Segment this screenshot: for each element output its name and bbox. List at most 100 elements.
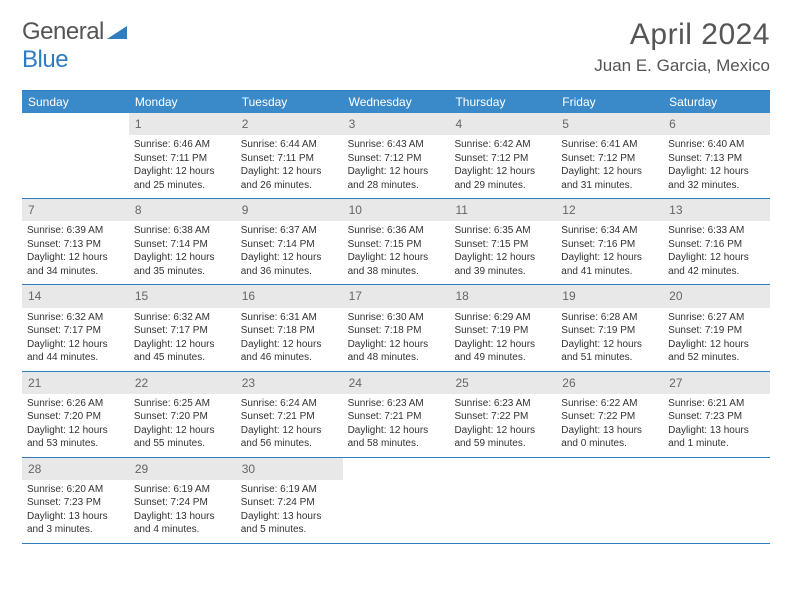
day-cell: 24Sunrise: 6:23 AMSunset: 7:21 PMDayligh… [343,372,450,457]
day-number: 18 [449,285,556,307]
day-number: 26 [556,372,663,394]
day-cell [663,458,770,543]
day-body: Sunrise: 6:20 AMSunset: 7:23 PMDaylight:… [22,483,129,537]
day-number: 23 [236,372,343,394]
day-cell: 30Sunrise: 6:19 AMSunset: 7:24 PMDayligh… [236,458,343,543]
title-block: April 2024 Juan E. Garcia, Mexico [594,18,770,76]
daylight-line: Daylight: 12 hours and 53 minutes. [27,424,124,451]
daylight-line: Daylight: 12 hours and 34 minutes. [27,251,124,278]
day-body: Sunrise: 6:31 AMSunset: 7:18 PMDaylight:… [236,311,343,365]
day-number: 17 [343,285,450,307]
sunrise-line: Sunrise: 6:39 AM [27,224,124,238]
day-cell: 1Sunrise: 6:46 AMSunset: 7:11 PMDaylight… [129,113,236,198]
day-number: 12 [556,199,663,221]
day-body: Sunrise: 6:23 AMSunset: 7:22 PMDaylight:… [449,397,556,451]
day-cell: 9Sunrise: 6:37 AMSunset: 7:14 PMDaylight… [236,199,343,284]
sunset-line: Sunset: 7:24 PM [241,496,338,510]
day-number: 6 [663,113,770,135]
day-number: 20 [663,285,770,307]
daylight-line: Daylight: 12 hours and 36 minutes. [241,251,338,278]
sunrise-line: Sunrise: 6:35 AM [454,224,551,238]
brand-logo: GeneralBlue [22,18,127,74]
sunrise-line: Sunrise: 6:41 AM [561,138,658,152]
sunrise-line: Sunrise: 6:32 AM [134,311,231,325]
brand-text: GeneralBlue [22,18,127,74]
day-cell: 29 Sunrise: 6:19 AMSunset: 7:24 PMDayligh… [129,458,236,543]
day-number: 27 [663,372,770,394]
day-body: Sunrise: 6:28 AMSunset: 7:19 PMDaylight:… [556,311,663,365]
weekday-header: Friday [556,91,663,113]
sunrise-line: Sunrise: 6:19 AM [241,483,338,497]
sunrise-line: Sunrise: 6:28 AM [561,311,658,325]
day-cell: 19 Sunrise: 6:28 AMSunset: 7:19 PMDayligh… [556,285,663,370]
day-cell: 6Sunrise: 6:40 AMSunset: 7:13 PMDaylight… [663,113,770,198]
sunrise-line: Sunrise: 6:24 AM [241,397,338,411]
day-cell: 18 Sunrise: 6:29 AMSunset: 7:19 PMDayligh… [449,285,556,370]
weeks-container: 1 Sunrise: 6:46 AM Sunset: 7:11 PM Daylight… [22,113,770,544]
sunrise-line: Sunrise: 6:23 AM [454,397,551,411]
sunrise-line: Sunrise: 6:25 AM [134,397,231,411]
weekday-row: SundayMondayTuesdayWednesdayThursdayFrid… [22,91,770,113]
sunset-line: Sunset: 7:20 PM [27,410,124,424]
day-number: 1 [129,113,236,135]
weekday-header: Thursday [449,91,556,113]
day-number: 29 [129,458,236,480]
daylight-line: Daylight: 12 hours and 48 minutes. [348,338,445,365]
daylight-line: Daylight: 12 hours and 41 minutes. [561,251,658,278]
daylight-line: Daylight: 12 hours and 55 minutes. [134,424,231,451]
sunrise-line: Sunrise: 6:44 AM [241,138,338,152]
day-body: Sunrise: 6:29 AMSunset: 7:19 PMDaylight:… [449,311,556,365]
day-body: Sunrise: 6:19 AMSunset: 7:24 PMDaylight:… [236,483,343,537]
sunrise-line: Sunrise: 6:34 AM [561,224,658,238]
daylight-line: Daylight: 12 hours and 59 minutes. [454,424,551,451]
daylight-line: Daylight: 12 hours and 49 minutes. [454,338,551,365]
sunset-line: Sunset: 7:13 PM [27,238,124,252]
daylight-line: Daylight: 12 hours and 46 minutes. [241,338,338,365]
week-row: 14Sunrise: 6:32 AMSunset: 7:17 PMDayligh… [22,285,770,371]
sunset-line: Sunset: 7:13 PM [668,152,765,166]
month-title: April 2024 [594,18,770,52]
daylight-line: Daylight: 12 hours and 28 minutes. [348,165,445,192]
day-body: Sunrise: 6:22 AMSunset: 7:22 PMDaylight:… [556,397,663,451]
day-body: Sunrise: 6:19 AMSunset: 7:24 PMDaylight:… [129,483,236,537]
day-cell: 12 Sunrise: 6:34 AMSunset: 7:16 PMDayligh… [556,199,663,284]
weekday-header: Wednesday [343,91,450,113]
day-cell: 26 Sunrise: 6:22 AMSunset: 7:22 PMDayligh… [556,372,663,457]
sunrise-line: Sunrise: 6:46 AM [134,138,231,152]
week-row: 28Sunrise: 6:20 AMSunset: 7:23 PMDayligh… [22,458,770,544]
weekday-header: Monday [129,91,236,113]
day-cell: 28Sunrise: 6:20 AMSunset: 7:23 PMDayligh… [22,458,129,543]
sunset-line: Sunset: 7:19 PM [561,324,658,338]
day-body: Sunrise: 6:24 AMSunset: 7:21 PMDaylight:… [236,397,343,451]
day-cell [449,458,556,543]
day-cell: 23 Sunrise: 6:24 AMSunset: 7:21 PMDayligh… [236,372,343,457]
day-number: 19 [556,285,663,307]
sunset-line: Sunset: 7:18 PM [241,324,338,338]
daylight-line: Daylight: 12 hours and 35 minutes. [134,251,231,278]
day-body: Sunrise: 6:44 AMSunset: 7:11 PMDaylight:… [236,138,343,192]
sunrise-line: Sunrise: 6:42 AM [454,138,551,152]
day-body: Sunrise: 6:39 AMSunset: 7:13 PMDaylight:… [22,224,129,278]
day-cell [343,458,450,543]
day-cell: 25Sunrise: 6:23 AMSunset: 7:22 PMDayligh… [449,372,556,457]
week-row: 1 Sunrise: 6:46 AM Sunset: 7:11 PM Daylight… [22,113,770,199]
sunset-line: Sunset: 7:11 PM [241,152,338,166]
sunset-line: Sunset: 7:16 PM [561,238,658,252]
daylight-line: Daylight: 12 hours and 25 minutes. [134,165,231,192]
sunrise-line: Sunrise: 6:37 AM [241,224,338,238]
day-body: Sunrise: 6:34 AMSunset: 7:16 PMDaylight:… [556,224,663,278]
day-cell: 16Sunrise: 6:31 AMSunset: 7:18 PMDayligh… [236,285,343,370]
daylight-line: Daylight: 12 hours and 32 minutes. [668,165,765,192]
day-body: Sunrise: 6:37 AMSunset: 7:14 PMDaylight:… [236,224,343,278]
sunset-line: Sunset: 7:23 PM [668,410,765,424]
sunrise-line: Sunrise: 6:30 AM [348,311,445,325]
day-body: Sunrise: 6:36 AMSunset: 7:15 PMDaylight:… [343,224,450,278]
daylight-line: Daylight: 12 hours and 42 minutes. [668,251,765,278]
triangle-icon [107,18,127,46]
day-body: Sunrise: 6:42 AMSunset: 7:12 PMDaylight:… [449,138,556,192]
weekday-header: Saturday [663,91,770,113]
day-body: Sunrise: 6:25 AMSunset: 7:20 PMDaylight:… [129,397,236,451]
sunrise-line: Sunrise: 6:22 AM [561,397,658,411]
day-body: Sunrise: 6:21 AMSunset: 7:23 PMDaylight:… [663,397,770,451]
day-cell: 8Sunrise: 6:38 AMSunset: 7:14 PMDaylight… [129,199,236,284]
